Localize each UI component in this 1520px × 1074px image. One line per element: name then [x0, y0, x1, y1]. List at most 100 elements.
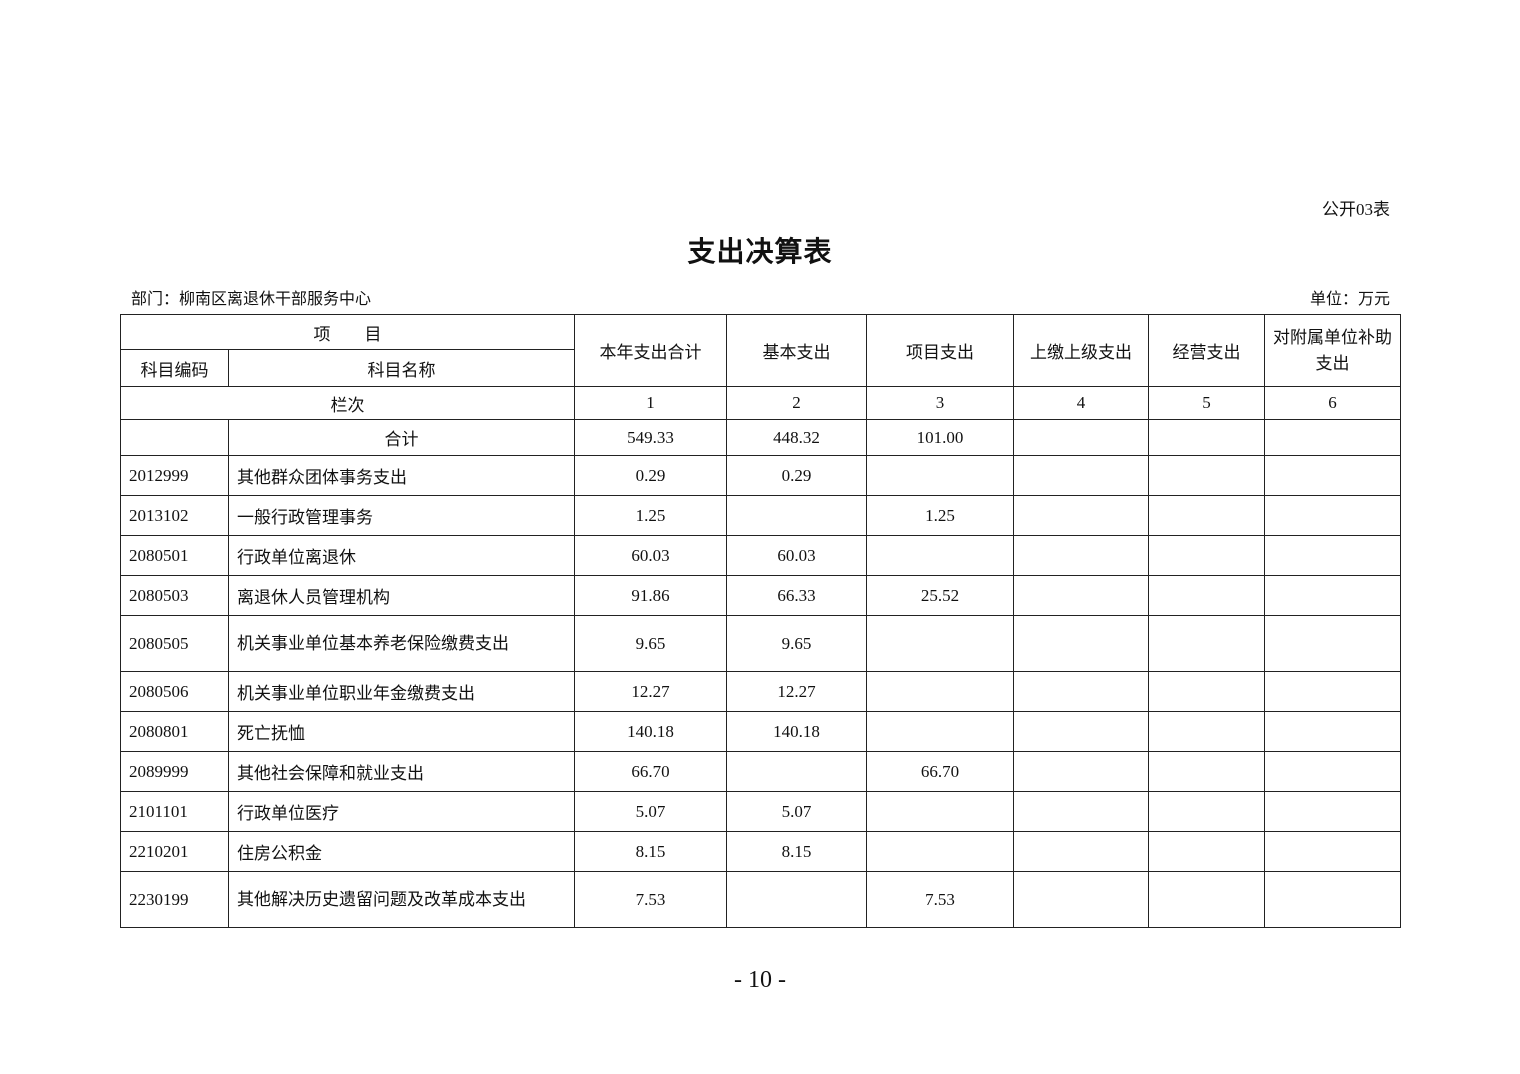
- amount-cell: [1148, 671, 1265, 712]
- amount-cell: [1264, 831, 1401, 872]
- table-row: 2089999 其他社会保障和就业支出 66.70 66.70: [120, 751, 1401, 792]
- header-col-2: 基本支出: [726, 314, 867, 387]
- subject-name: 其他社会保障和就业支出: [228, 751, 575, 792]
- table-row: 2101101 行政单位医疗 5.07 5.07: [120, 791, 1401, 832]
- amount-cell: [1264, 871, 1401, 928]
- amount-cell: [866, 455, 1014, 496]
- header-item: 项 目: [120, 314, 575, 350]
- column-number: 6: [1264, 386, 1401, 420]
- amount-cell: [866, 535, 1014, 576]
- amount-cell: 140.18: [726, 711, 867, 752]
- department-label: 部门：柳南区离退休干部服务中心: [131, 291, 372, 308]
- header-col-1: 本年支出合计: [574, 314, 727, 387]
- subject-code: 2013102: [120, 495, 229, 536]
- amount-cell: [1148, 455, 1265, 496]
- amount-cell: [866, 615, 1014, 672]
- amount-cell: 140.18: [574, 711, 727, 752]
- total-row: 合计 549.33 448.32 101.00: [120, 419, 1401, 456]
- amount-cell: [1013, 791, 1149, 832]
- amount-cell: [1264, 535, 1401, 576]
- amount-cell: 7.53: [574, 871, 727, 928]
- amount-cell: [726, 751, 867, 792]
- amount-cell: [1013, 615, 1149, 672]
- amount-cell: 1.25: [574, 495, 727, 536]
- table-row: 2013102 一般行政管理事务 1.25 1.25: [120, 495, 1401, 536]
- amount-cell: 8.15: [574, 831, 727, 872]
- header-col-4: 上缴上级支出: [1013, 314, 1149, 387]
- amount-cell: 25.52: [866, 575, 1014, 616]
- subject-name: 死亡抚恤: [228, 711, 575, 752]
- amount-cell: [1148, 615, 1265, 672]
- header-col-6: 对附属单位补助支出: [1264, 314, 1401, 387]
- amount-cell: [1148, 495, 1265, 536]
- amount-cell: [1264, 615, 1401, 672]
- expenditure-table: 项 目 本年支出合计 基本支出 项目支出 上缴上级支出 经营支出 对附属单位补助…: [120, 314, 1401, 928]
- amount-cell: [1148, 711, 1265, 752]
- amount-cell: [1013, 455, 1149, 496]
- amount-cell: [1013, 495, 1149, 536]
- amount-cell: [726, 495, 867, 536]
- table-row: 2012999 其他群众团体事务支出 0.29 0.29: [120, 455, 1401, 496]
- amount-cell: [1013, 831, 1149, 872]
- amount-cell: 60.03: [726, 535, 867, 576]
- amount-cell: [1013, 871, 1149, 928]
- table-row: 2080801 死亡抚恤 140.18 140.18: [120, 711, 1401, 752]
- amount-cell: [1148, 535, 1265, 576]
- column-number: 3: [866, 386, 1014, 420]
- amount-cell: 0.29: [726, 455, 867, 496]
- amount-cell: 91.86: [574, 575, 727, 616]
- amount-cell: [1264, 495, 1401, 536]
- header-subject-code: 科目编码: [120, 349, 229, 387]
- amount-cell: 9.65: [574, 615, 727, 672]
- amount-cell: [1013, 711, 1149, 752]
- amount-cell: [1264, 455, 1401, 496]
- amount-cell: [1264, 575, 1401, 616]
- form-code: 公开03表: [1322, 200, 1390, 219]
- amount-cell: [1013, 751, 1149, 792]
- amount-cell: [1013, 535, 1149, 576]
- amount-cell: 66.70: [866, 751, 1014, 792]
- subject-name: 其他群众团体事务支出: [228, 455, 575, 496]
- amount-cell: [1264, 711, 1401, 752]
- amount-cell: [866, 791, 1014, 832]
- amount-cell: [1013, 575, 1149, 616]
- subject-code: 2089999: [120, 751, 229, 792]
- amount-cell: 12.27: [574, 671, 727, 712]
- subject-name: 机关事业单位基本养老保险缴费支出: [228, 615, 575, 672]
- subject-code: 2101101: [120, 791, 229, 832]
- unit-label: 单位：万元: [1309, 291, 1390, 308]
- amount-cell: [866, 831, 1014, 872]
- total-label: 合计: [228, 419, 575, 456]
- amount-cell: 60.03: [574, 535, 727, 576]
- subject-code: 2080506: [120, 671, 229, 712]
- amount-cell: [1148, 575, 1265, 616]
- subject-code: 2080501: [120, 535, 229, 576]
- subject-name: 其他解决历史遗留问题及改革成本支出: [228, 871, 575, 928]
- column-number: 5: [1148, 386, 1265, 420]
- subject-name: 离退休人员管理机构: [228, 575, 575, 616]
- amount-cell: [1264, 751, 1401, 792]
- subject-code: 2080505: [120, 615, 229, 672]
- amount-cell: 7.53: [866, 871, 1014, 928]
- amount-cell: 12.27: [726, 671, 867, 712]
- subject-code: 2230199: [120, 871, 229, 928]
- table-row: 2230199 其他解决历史遗留问题及改革成本支出 7.53 7.53: [120, 871, 1401, 928]
- total-code: [120, 419, 229, 456]
- subject-code: 2080503: [120, 575, 229, 616]
- table-row: 2080501 行政单位离退休 60.03 60.03: [120, 535, 1401, 576]
- amount-cell: [1148, 751, 1265, 792]
- column-number: 4: [1013, 386, 1149, 420]
- column-number: 2: [726, 386, 867, 420]
- table-row: 2080505 机关事业单位基本养老保险缴费支出 9.65 9.65: [120, 615, 1401, 672]
- subject-name: 一般行政管理事务: [228, 495, 575, 536]
- amount-cell: 0.29: [574, 455, 727, 496]
- column-number: 1: [574, 386, 727, 420]
- header-col-5: 经营支出: [1148, 314, 1265, 387]
- table-row: 2080506 机关事业单位职业年金缴费支出 12.27 12.27: [120, 671, 1401, 712]
- amount-cell: 5.07: [726, 791, 867, 832]
- amount-cell: [1013, 671, 1149, 712]
- column-index-label: 栏次: [120, 386, 575, 420]
- amount-cell: [866, 671, 1014, 712]
- table-row: 2210201 住房公积金 8.15 8.15: [120, 831, 1401, 872]
- amount-cell: 1.25: [866, 495, 1014, 536]
